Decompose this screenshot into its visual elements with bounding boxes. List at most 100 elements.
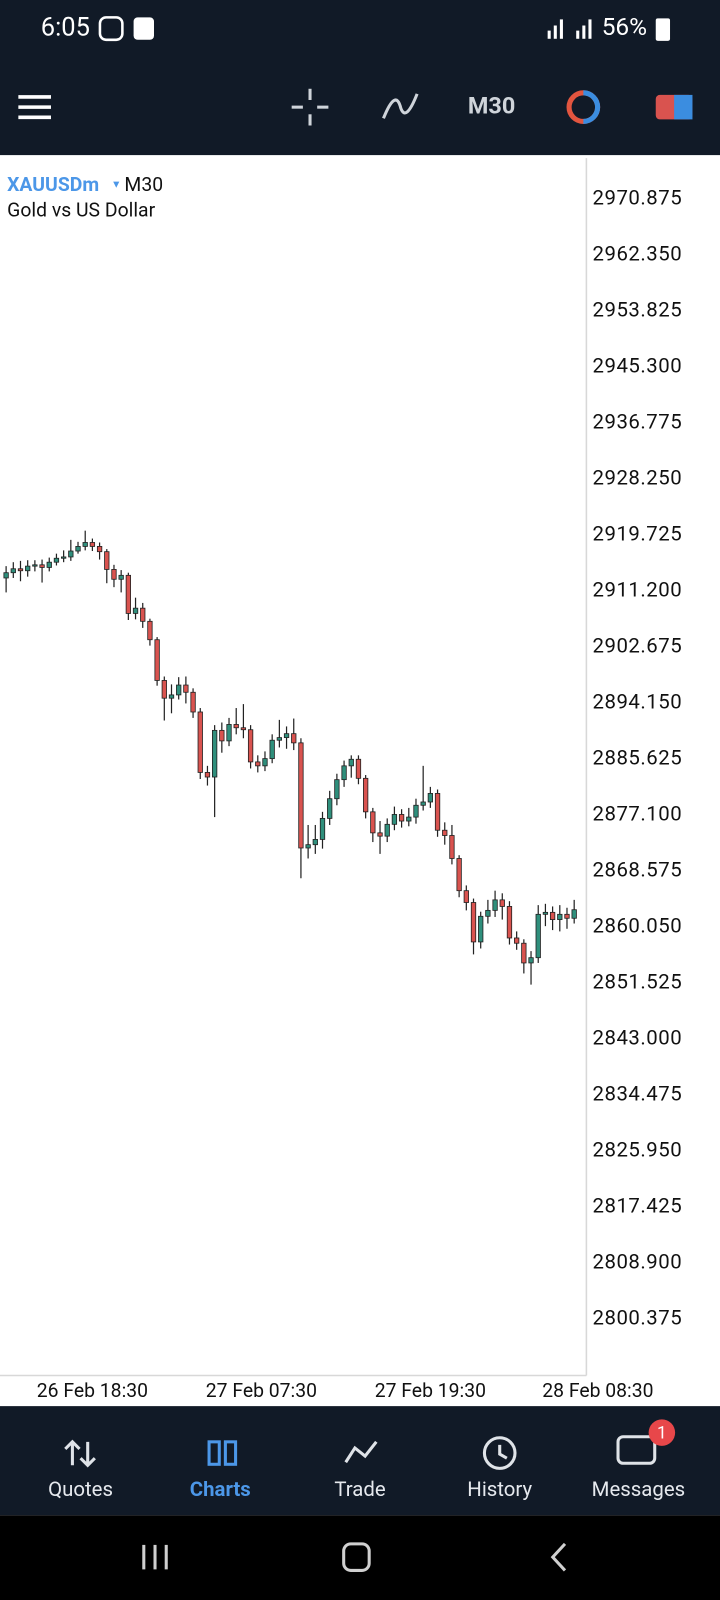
nav-label[interactable]: History bbox=[467, 1477, 532, 1501]
candle-body bbox=[442, 829, 448, 836]
plot: 2970.875 2962.350 2953.825 2945.300 2936.775… bbox=[3, 185, 683, 1402]
y-tick-label: 2868.575 bbox=[593, 858, 683, 882]
candle-body bbox=[3, 572, 9, 579]
y-tick-label: 2834.475 bbox=[593, 1082, 683, 1106]
candle-body bbox=[463, 890, 469, 903]
candle-body bbox=[161, 680, 167, 699]
candle-body bbox=[420, 801, 426, 806]
candle-body bbox=[492, 899, 498, 911]
status-icon bbox=[133, 17, 154, 40]
chart-timeframe: M30 bbox=[124, 173, 163, 196]
candle-body bbox=[348, 758, 354, 767]
y-tick-label: 2945.300 bbox=[593, 353, 683, 377]
candle-body bbox=[528, 957, 534, 964]
bottom-nav-bg bbox=[0, 1406, 720, 1516]
x-tick-label: 26 Feb 18:30 bbox=[37, 1379, 148, 1402]
y-tick-label: 2800.375 bbox=[593, 1306, 683, 1330]
candle-body bbox=[434, 793, 441, 831]
candle-body bbox=[470, 902, 477, 943]
y-tick-label: 2936.775 bbox=[593, 409, 683, 433]
candle-body bbox=[111, 569, 117, 580]
y-tick-label: 2843.000 bbox=[593, 1026, 683, 1050]
battery-icon bbox=[655, 18, 671, 41]
candle-body bbox=[255, 761, 261, 767]
x-tick-label: 28 Feb 08:30 bbox=[542, 1379, 653, 1402]
nav-label[interactable]: Charts bbox=[190, 1477, 251, 1501]
menu-button[interactable] bbox=[18, 95, 51, 120]
candle-body bbox=[212, 729, 218, 778]
status-battery: 56% bbox=[602, 12, 647, 41]
candle-body bbox=[61, 556, 67, 559]
candle-body bbox=[53, 557, 60, 563]
y-tick-label: 2825.950 bbox=[593, 1138, 683, 1162]
candle-body bbox=[32, 564, 38, 567]
candle-body bbox=[96, 546, 103, 553]
candle-body bbox=[456, 858, 462, 892]
candle-body bbox=[549, 911, 556, 920]
system-nav-bg bbox=[0, 1515, 720, 1600]
candle-body bbox=[298, 742, 304, 849]
signal-icons bbox=[547, 19, 592, 39]
candle-body bbox=[104, 551, 110, 570]
candle-body bbox=[17, 568, 24, 572]
symbol-name[interactable]: XAUUSDm bbox=[7, 173, 99, 196]
candle-body bbox=[197, 711, 203, 773]
x-tick-label: 27 Feb 19:30 bbox=[375, 1379, 486, 1402]
y-tick-label: 2911.200 bbox=[593, 577, 683, 601]
y-tick-label: 2817.425 bbox=[593, 1194, 683, 1218]
candle-body bbox=[449, 835, 455, 859]
candle-body bbox=[377, 832, 383, 837]
y-tick-label: 2851.525 bbox=[593, 970, 683, 994]
candle-body bbox=[154, 639, 160, 681]
indicators-button[interactable] bbox=[382, 93, 419, 119]
y-tick-label: 2970.875 bbox=[593, 185, 683, 209]
symbol-dropdown[interactable] bbox=[113, 181, 120, 188]
candle-body bbox=[564, 913, 570, 919]
candle-body bbox=[398, 814, 405, 822]
nav-label[interactable]: Trade bbox=[334, 1477, 386, 1501]
candle-body bbox=[341, 765, 347, 781]
status-time: 6:05 bbox=[41, 12, 90, 42]
candle-body bbox=[262, 758, 268, 767]
candle-body bbox=[557, 913, 563, 920]
system-nav-buttons[interactable] bbox=[142, 1542, 567, 1572]
nav-label[interactable]: Messages bbox=[592, 1477, 686, 1501]
candle-body bbox=[305, 844, 311, 849]
x-tick-label: 27 Feb 07:30 bbox=[206, 1379, 317, 1402]
y-tick-label: 2919.725 bbox=[593, 521, 683, 545]
candle-body bbox=[204, 772, 211, 778]
candle-body bbox=[355, 758, 362, 779]
y-tick-label: 2962.350 bbox=[593, 241, 683, 265]
candle-body bbox=[406, 816, 412, 822]
candle-body bbox=[506, 906, 513, 939]
candle-body bbox=[478, 915, 484, 943]
candle-body bbox=[46, 561, 52, 568]
candle-body bbox=[233, 724, 239, 729]
candle-body bbox=[240, 727, 247, 731]
header-bg bbox=[0, 0, 720, 156]
candle-body bbox=[363, 777, 369, 813]
symbol-description: Gold vs US Dollar bbox=[7, 198, 155, 221]
nav-label[interactable]: Quotes bbox=[48, 1477, 113, 1501]
y-tick-label: 2808.900 bbox=[593, 1250, 683, 1274]
candle-body bbox=[427, 793, 434, 803]
timeframe-button[interactable]: M30 bbox=[468, 91, 515, 119]
status-icon bbox=[98, 16, 124, 42]
candle-body bbox=[219, 729, 225, 742]
candle-body bbox=[183, 684, 189, 693]
candle-body bbox=[75, 546, 81, 552]
y-tick-label: 2877.100 bbox=[593, 802, 683, 826]
candle-body bbox=[25, 565, 31, 572]
candle-body bbox=[327, 798, 333, 819]
trade-button-half bbox=[583, 90, 601, 124]
y-tick-label: 2902.675 bbox=[593, 633, 683, 657]
onetrade-button-half bbox=[674, 94, 693, 120]
crosshair-button[interactable] bbox=[291, 88, 329, 126]
candle-body bbox=[384, 823, 390, 837]
candle-body bbox=[542, 911, 549, 915]
candle-body bbox=[514, 937, 520, 944]
candle-body bbox=[247, 729, 254, 763]
candle-body bbox=[485, 909, 491, 917]
